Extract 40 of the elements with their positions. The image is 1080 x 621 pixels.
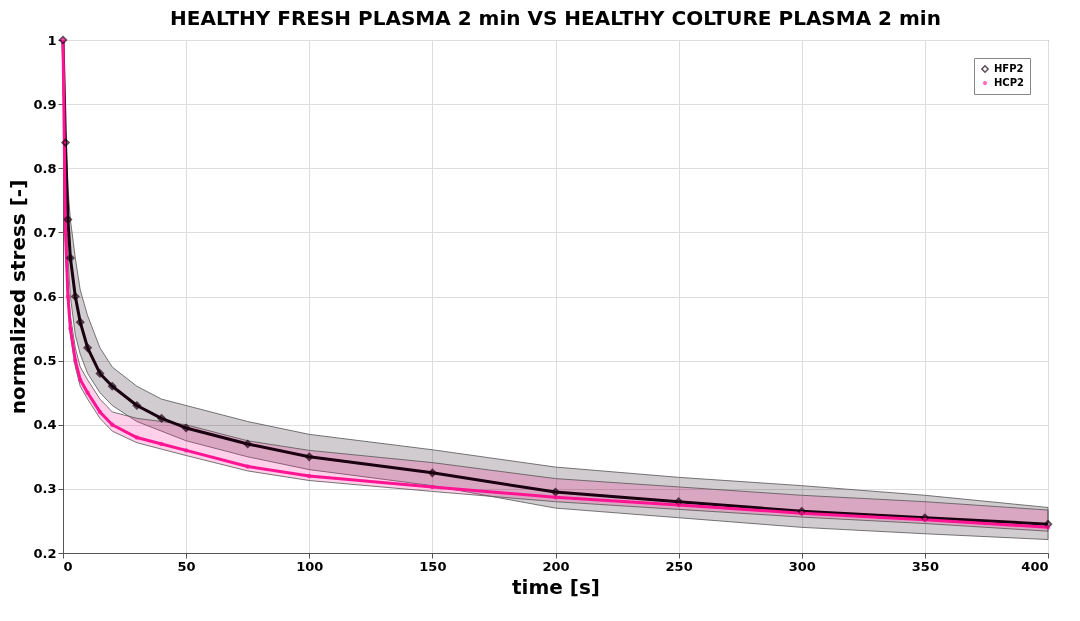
x-tick-label: 400 bbox=[1021, 558, 1049, 574]
point bbox=[108, 382, 117, 391]
x-tick-label: 350 bbox=[911, 558, 939, 574]
point bbox=[305, 452, 314, 461]
point bbox=[95, 369, 105, 378]
y-tick-label: 0.6 bbox=[33, 289, 57, 304]
x-tick-label: 100 bbox=[296, 558, 324, 574]
point bbox=[551, 487, 560, 497]
x-tick-label: 150 bbox=[419, 558, 447, 574]
y-tick-label: 1 bbox=[47, 32, 57, 48]
point bbox=[83, 343, 92, 352]
y-tick-label: 0.8 bbox=[33, 160, 57, 176]
y-tick-label: 0.3 bbox=[33, 481, 57, 497]
y-tick-label: 0.4 bbox=[33, 417, 57, 433]
y-tick-label: 0.7 bbox=[33, 224, 57, 240]
x-tick-label: 200 bbox=[542, 558, 570, 574]
x-tick-label: 250 bbox=[665, 558, 693, 574]
point bbox=[428, 468, 437, 478]
x-axis-title: time [s] bbox=[512, 574, 600, 599]
x-tick-label: 50 bbox=[177, 558, 196, 574]
y-tick-label: 0.5 bbox=[33, 353, 57, 369]
legend-label: HCP2 bbox=[994, 77, 1025, 88]
point bbox=[181, 423, 191, 433]
y-axis-title: normalized stress [-] bbox=[6, 179, 31, 415]
point bbox=[63, 215, 73, 224]
point bbox=[132, 401, 142, 410]
point bbox=[71, 292, 80, 301]
y-tick-label: 0.2 bbox=[33, 545, 57, 561]
point bbox=[1045, 525, 1051, 530]
point bbox=[676, 502, 681, 508]
y-tick-label: 0.9 bbox=[33, 96, 57, 112]
point bbox=[553, 494, 558, 500]
x-tick-label: 300 bbox=[788, 558, 816, 574]
point bbox=[61, 138, 70, 147]
legend-label: HFP2 bbox=[994, 63, 1024, 74]
point bbox=[157, 414, 166, 423]
point bbox=[76, 317, 85, 327]
x-tick-label: 0 bbox=[63, 558, 73, 574]
point bbox=[922, 517, 928, 522]
chart-title: HEALTHY FRESH PLASMA 2 min VS HEALTHY COLTURE PLASMA 2 min bbox=[170, 5, 941, 30]
